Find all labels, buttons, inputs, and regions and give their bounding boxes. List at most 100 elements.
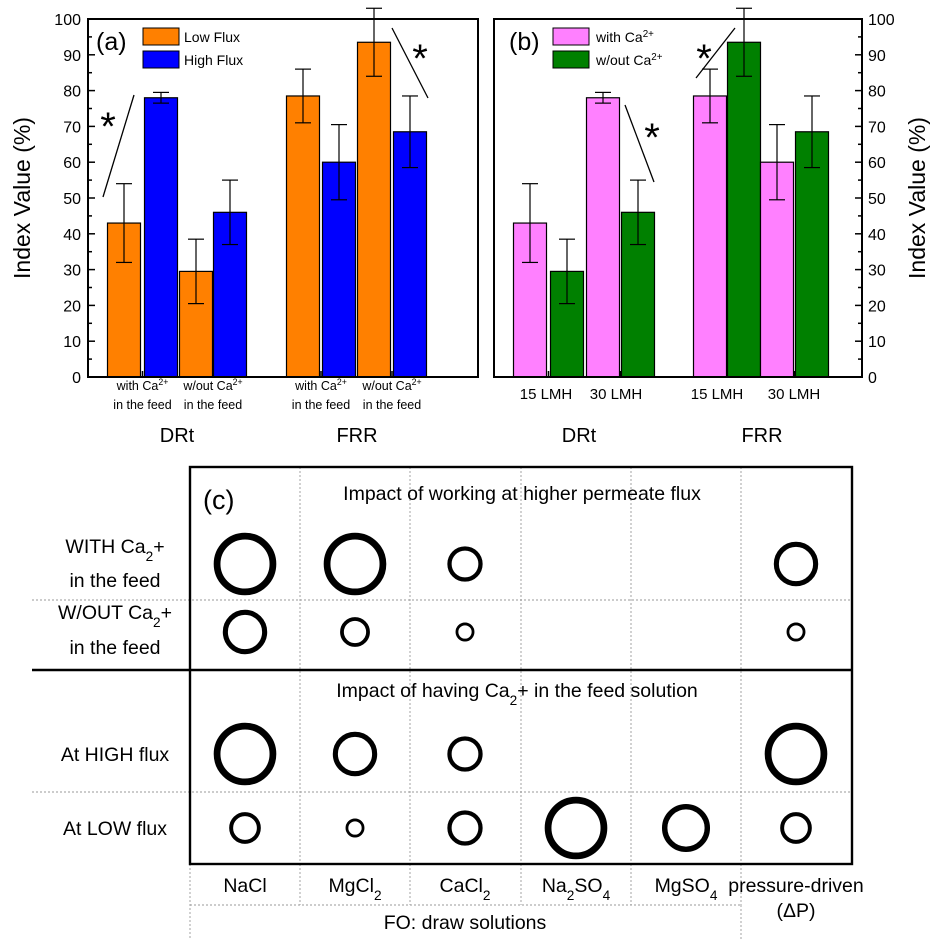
impact-circle bbox=[447, 810, 483, 846]
panel-label: (b) bbox=[509, 28, 540, 56]
y-tick-label: 0 bbox=[72, 370, 81, 387]
significance-star: * bbox=[644, 116, 660, 160]
significance-line bbox=[391, 27, 429, 99]
y-tick-label: 100 bbox=[54, 12, 81, 29]
group-label: DRt bbox=[562, 425, 597, 447]
impact-circle bbox=[213, 722, 277, 786]
column-group-label: FO: draw solutions bbox=[384, 912, 547, 934]
impact-circle bbox=[786, 622, 806, 642]
y-tick-label: 20 bbox=[63, 298, 81, 315]
y-tick-label: 90 bbox=[63, 48, 81, 65]
group-label: FRR bbox=[336, 425, 377, 447]
group-label: DRt bbox=[160, 425, 195, 447]
column-label: (ΔP) bbox=[776, 900, 815, 922]
column-label: Na2​SO4​ bbox=[542, 875, 611, 903]
bar bbox=[392, 131, 428, 378]
y-axis-label: Index Value (%) bbox=[904, 117, 930, 279]
y-tick-label: 10 bbox=[63, 334, 81, 351]
significance-star: * bbox=[100, 105, 116, 149]
panel-label: (a) bbox=[96, 28, 127, 56]
legend-label: with Ca2+​ bbox=[595, 29, 654, 46]
panel-a-chart: 0 10 20 30 40 50 60 70 80 90 100 with Ca2+​ in the f… bbox=[9, 7, 479, 447]
y-tick-label: 50 bbox=[63, 191, 81, 208]
category-label: 30 LMH bbox=[768, 386, 821, 403]
significance-line bbox=[624, 104, 655, 183]
y-tick-label: 30 bbox=[63, 263, 81, 280]
row-label: WITH Ca2​+ bbox=[65, 536, 164, 564]
y-tick-label: 60 bbox=[63, 155, 81, 172]
significance-star: * bbox=[696, 37, 712, 81]
legend-swatch bbox=[142, 50, 180, 69]
y-axis-label: Index Value (%) bbox=[9, 117, 35, 279]
bar bbox=[143, 97, 179, 378]
section-title: Impact of working at higher permeate flu… bbox=[343, 483, 701, 505]
impact-circle bbox=[544, 796, 608, 860]
category-label: with Ca2+​ bbox=[116, 377, 169, 393]
y-tick-label: 70 bbox=[868, 119, 886, 136]
y-tick-label: 100 bbox=[868, 12, 895, 29]
category-label: in the feed bbox=[113, 398, 171, 412]
bar bbox=[794, 131, 830, 378]
bar bbox=[692, 95, 728, 378]
category-label: w/out Ca2+​ bbox=[182, 377, 242, 393]
significance-line bbox=[695, 27, 736, 79]
column-label: CaCl2​ bbox=[440, 875, 491, 903]
impact-circle bbox=[340, 617, 370, 647]
column-label: pressure-driven bbox=[728, 875, 863, 897]
bar bbox=[585, 97, 621, 378]
impact-circle bbox=[661, 803, 711, 853]
legend-swatch bbox=[552, 27, 590, 46]
y-tick-label: 0 bbox=[868, 370, 877, 387]
significance-line bbox=[102, 94, 135, 198]
category-label: w/out Ca2+​ bbox=[361, 377, 421, 393]
y-tick-label: 20 bbox=[868, 298, 886, 315]
column-label: MgSO4​ bbox=[655, 875, 718, 903]
category-label: 15 LMH bbox=[520, 386, 573, 403]
y-tick-label: 70 bbox=[63, 119, 81, 136]
row-label: At HIGH flux bbox=[61, 744, 170, 766]
impact-circle bbox=[447, 736, 483, 772]
impact-circle bbox=[229, 812, 261, 844]
section-title: Impact of having Ca2​+ in the feed solut… bbox=[336, 680, 698, 708]
row-label: in the feed bbox=[69, 570, 160, 592]
y-tick-label: 80 bbox=[868, 84, 886, 101]
column-label: MgCl2​ bbox=[328, 875, 381, 903]
panel-label: (c) bbox=[203, 485, 234, 515]
legend-swatch bbox=[142, 27, 180, 46]
bar bbox=[356, 41, 392, 378]
y-tick-label: 40 bbox=[63, 227, 81, 244]
y-tick-label: 80 bbox=[63, 84, 81, 101]
row-label: in the feed bbox=[69, 637, 160, 659]
impact-circle bbox=[345, 818, 365, 838]
impact-circle bbox=[332, 731, 378, 777]
impact-circle bbox=[323, 532, 387, 596]
category-label: 15 LMH bbox=[691, 386, 744, 403]
significance-star: * bbox=[412, 37, 428, 81]
y-tick-label: 50 bbox=[868, 191, 886, 208]
y-tick-label: 10 bbox=[868, 334, 886, 351]
legend-label: High Flux bbox=[184, 52, 243, 68]
y-tick-label: 60 bbox=[868, 155, 886, 172]
impact-circle bbox=[213, 532, 277, 596]
y-tick-label: 40 bbox=[868, 227, 886, 244]
bar bbox=[726, 41, 762, 378]
legend-swatch bbox=[552, 50, 590, 69]
category-label: in the feed bbox=[363, 398, 421, 412]
group-label: FRR bbox=[741, 425, 782, 447]
impact-circle bbox=[447, 546, 483, 582]
column-label: NaCl bbox=[223, 875, 266, 897]
y-tick-label: 90 bbox=[868, 48, 886, 65]
category-label: in the feed bbox=[184, 398, 242, 412]
impact-circle bbox=[222, 609, 268, 655]
row-label: At LOW flux bbox=[63, 818, 167, 840]
panel-b-chart: 0 10 20 30 40 50 60 70 80 90 100 15 LMH 30 LMH 15 LMH… bbox=[493, 7, 930, 447]
category-label: with Ca2+​ bbox=[294, 377, 347, 393]
category-label: in the feed bbox=[292, 398, 350, 412]
category-label: 30 LMH bbox=[590, 386, 643, 403]
impact-circle bbox=[764, 722, 828, 786]
bar bbox=[285, 95, 321, 378]
table-frame bbox=[188, 465, 854, 866]
legend-label: Low Flux bbox=[184, 29, 240, 45]
y-tick-label: 30 bbox=[868, 263, 886, 280]
